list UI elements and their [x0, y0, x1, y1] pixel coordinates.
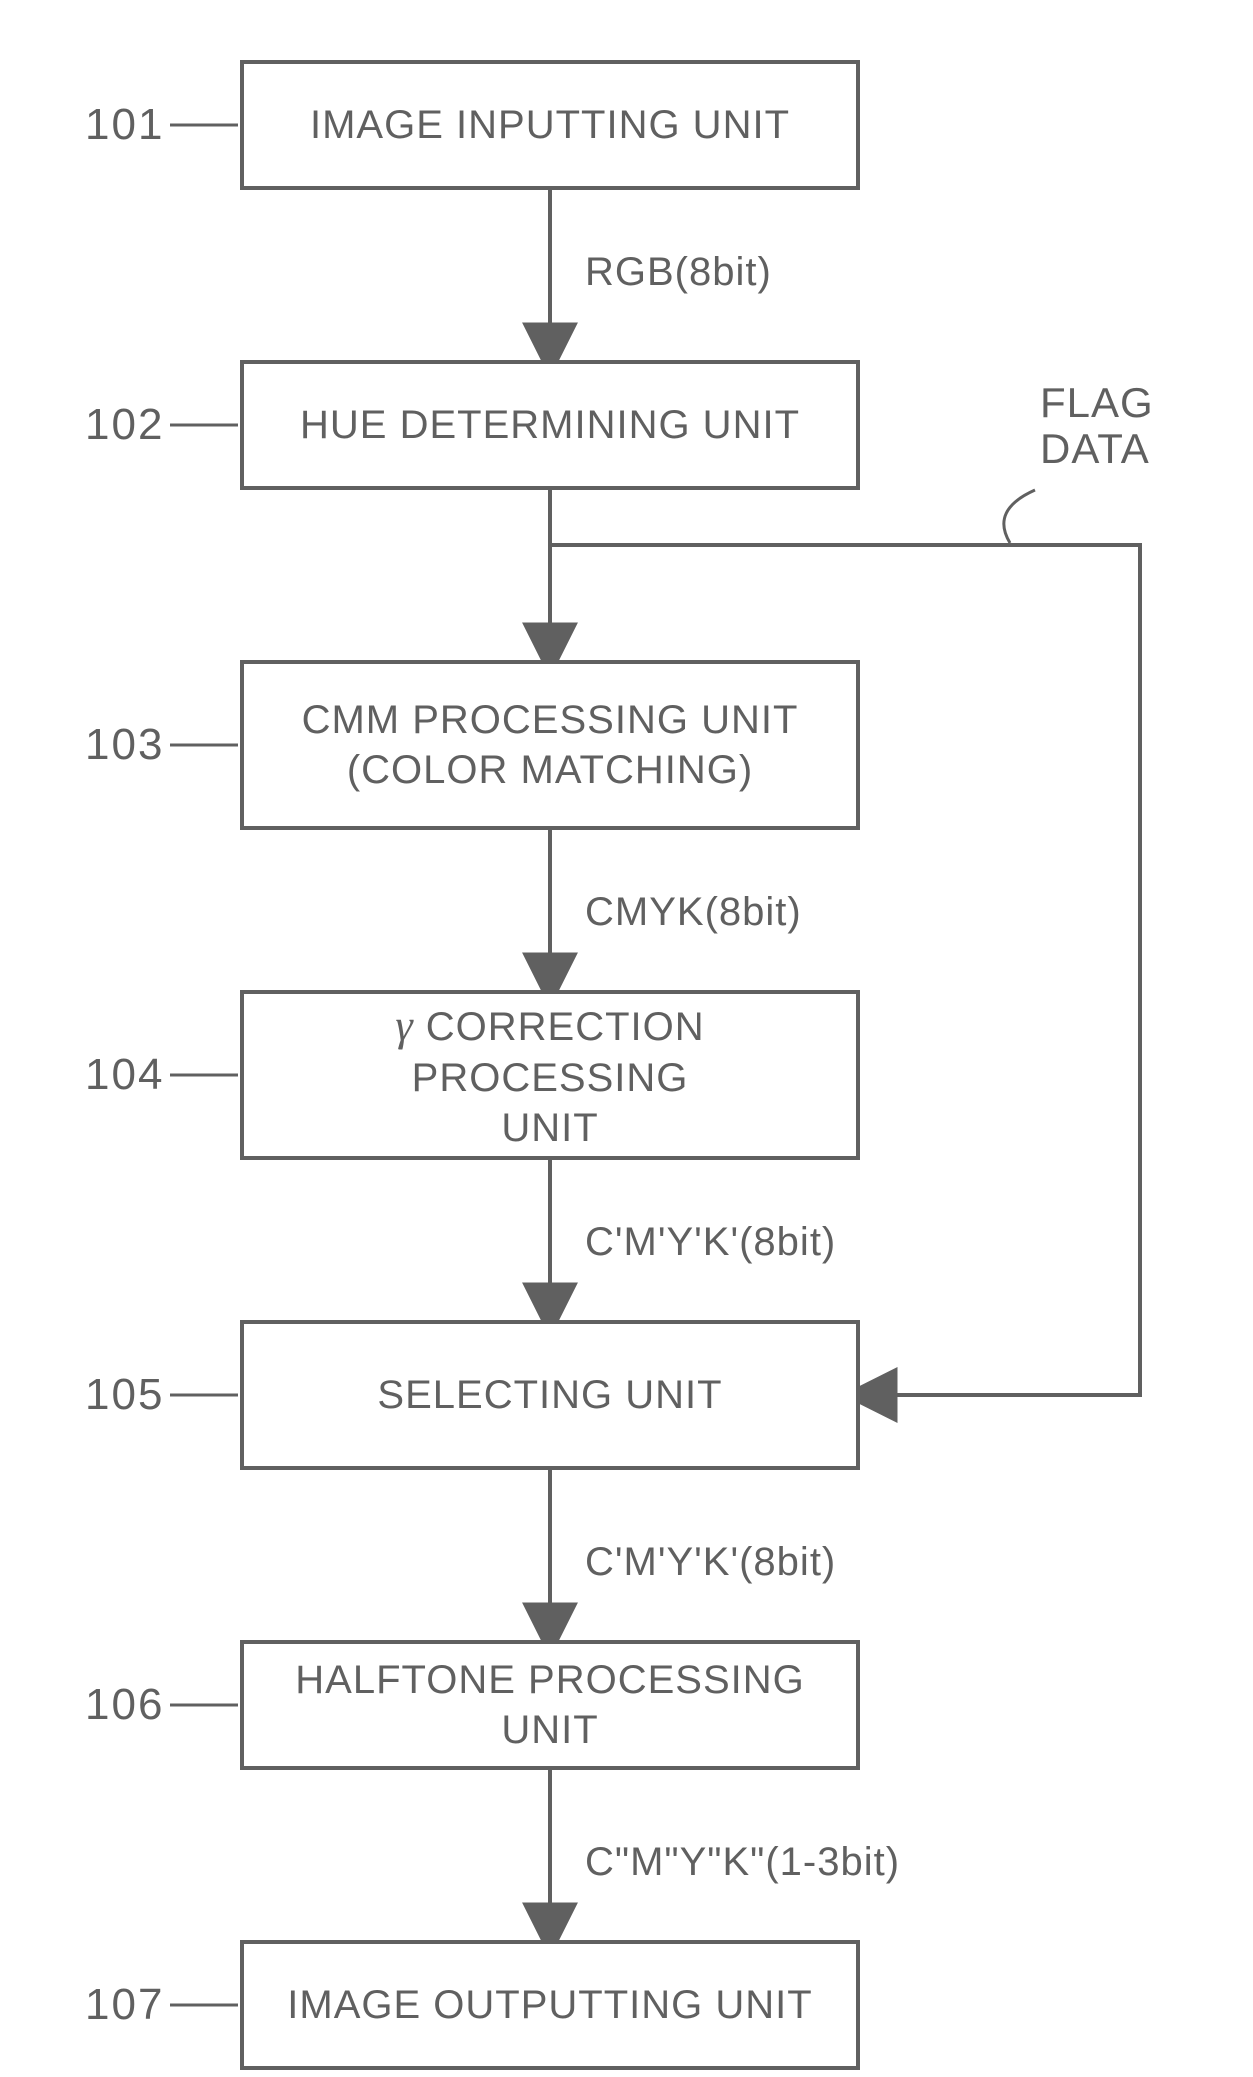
flowchart-diagram: IMAGE INPUTTING UNIT HUE DETERMINING UNI…: [0, 0, 1253, 2077]
node-103: CMM PROCESSING UNIT(COLOR MATCHING): [240, 660, 860, 830]
node-106-label: HALFTONE PROCESSING UNIT: [256, 1655, 844, 1755]
ref-105: 105: [85, 1370, 164, 1420]
edge-label-cpmpypk2: C'M'Y'K'(8bit): [585, 1540, 836, 1585]
node-105-label: SELECTING UNIT: [377, 1370, 722, 1420]
node-104: γ CORRECTION PROCESSINGUNIT: [240, 990, 860, 1160]
edge-label-cmyk: CMYK(8bit): [585, 890, 802, 935]
ref-102: 102: [85, 400, 164, 450]
node-107-label: IMAGE OUTPUTTING UNIT: [287, 1980, 812, 2030]
node-101-label: IMAGE INPUTTING UNIT: [310, 100, 790, 150]
node-104-label: γ CORRECTION PROCESSINGUNIT: [256, 998, 844, 1153]
node-106: HALFTONE PROCESSING UNIT: [240, 1640, 860, 1770]
edge-label-cppmppyppkpp: C"M"Y"K"(1-3bit): [585, 1840, 900, 1885]
node-102: HUE DETERMINING UNIT: [240, 360, 860, 490]
node-107: IMAGE OUTPUTTING UNIT: [240, 1940, 860, 2070]
ref-103: 103: [85, 720, 164, 770]
node-101: IMAGE INPUTTING UNIT: [240, 60, 860, 190]
flag-data-leader: [1004, 490, 1035, 543]
node-103-label: CMM PROCESSING UNIT(COLOR MATCHING): [302, 695, 799, 795]
ref-107: 107: [85, 1980, 164, 2030]
flag-data-label: FLAGDATA: [1040, 380, 1154, 472]
node-105: SELECTING UNIT: [240, 1320, 860, 1470]
edge-label-cpmpypk1: C'M'Y'K'(8bit): [585, 1220, 836, 1265]
ref-101: 101: [85, 100, 164, 150]
ref-104: 104: [85, 1050, 164, 1100]
edge-label-rgb: RGB(8bit): [585, 250, 772, 295]
node-102-label: HUE DETERMINING UNIT: [300, 400, 800, 450]
ref-106: 106: [85, 1680, 164, 1730]
